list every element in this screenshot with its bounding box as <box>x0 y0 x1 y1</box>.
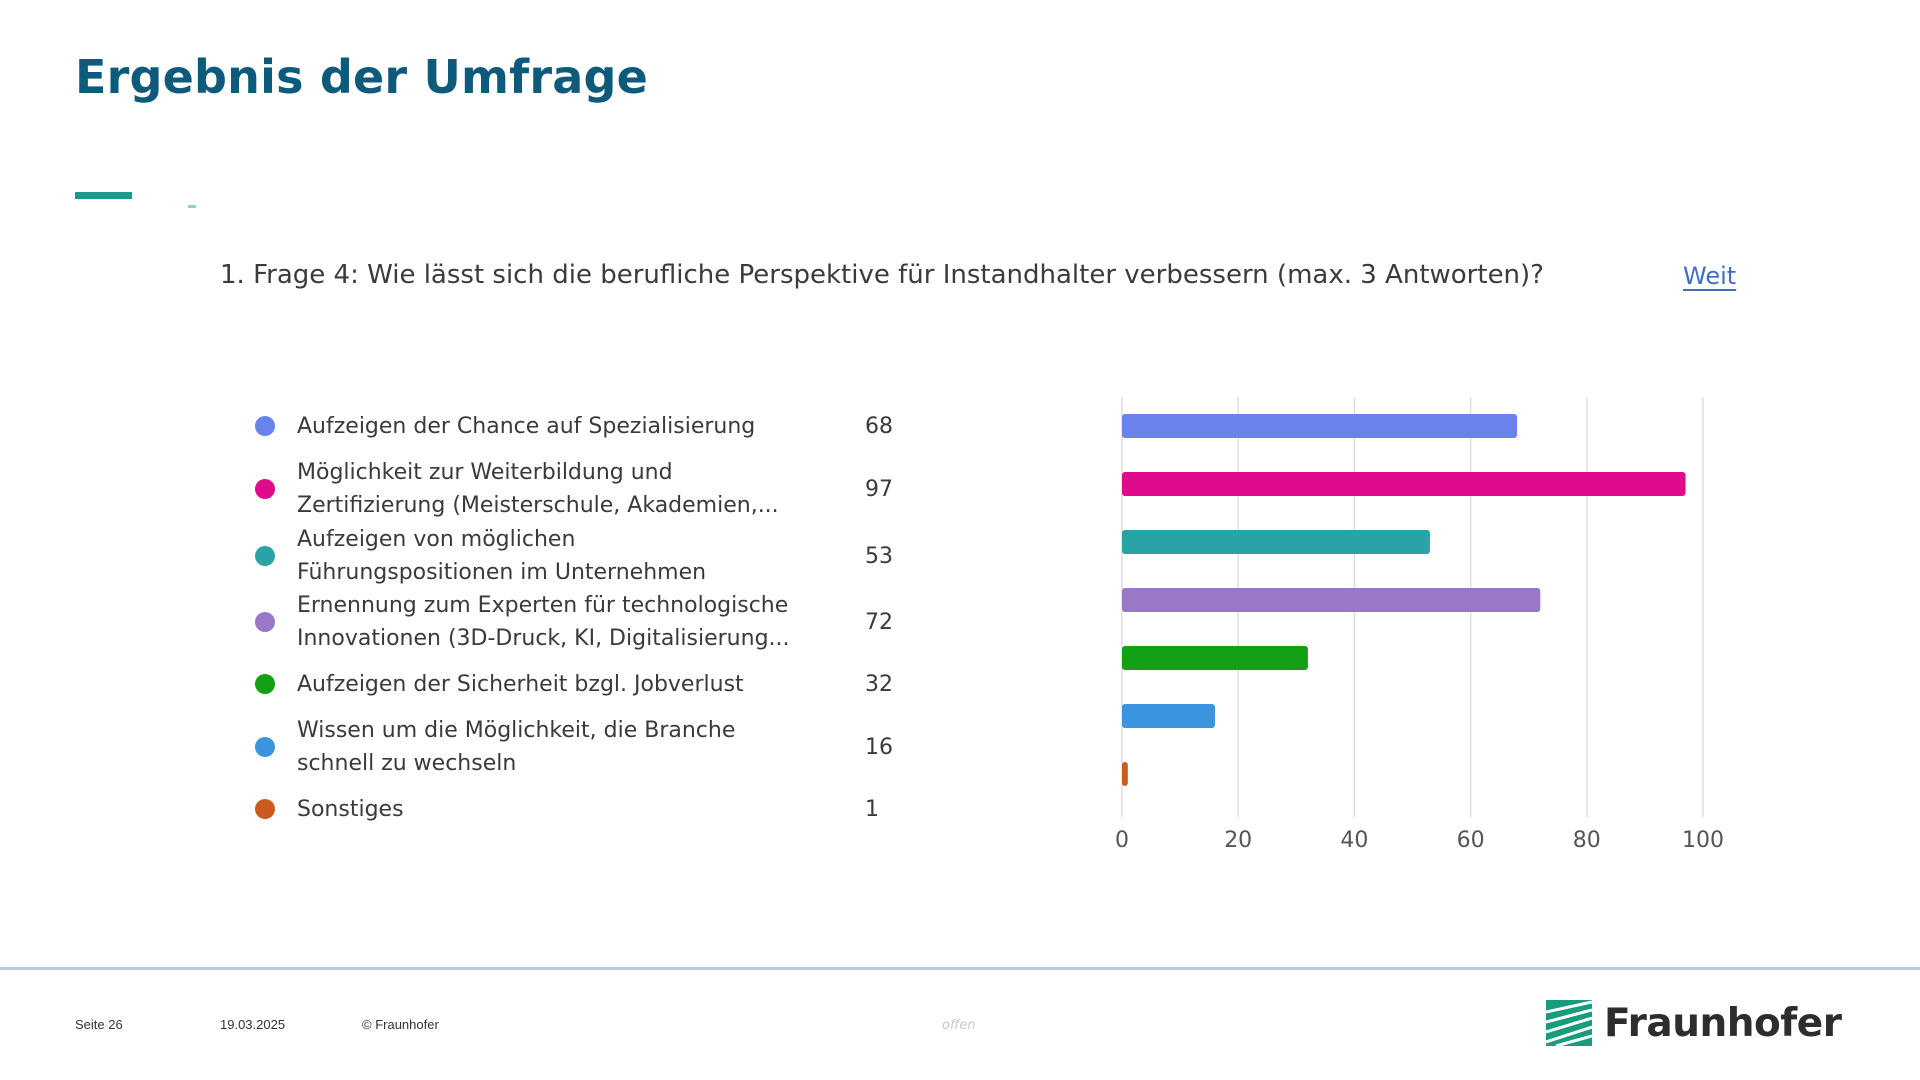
bar-chart: 0 20 40 60 80 100 <box>1115 397 1724 853</box>
footer-page-number: Seite 26 <box>75 1017 123 1032</box>
legend-item: Aufzeigen der Chance auf Spezialisierung… <box>255 410 905 443</box>
legend-item: Möglichkeit zur Weiterbildung und Zertifi… <box>255 456 905 522</box>
legend-count: 32 <box>865 671 893 697</box>
x-tick-label: 100 <box>1682 828 1724 853</box>
legend-color-dot <box>255 416 275 436</box>
legend-label: Sonstiges <box>297 793 817 826</box>
more-details-link[interactable]: Weit <box>1683 262 1737 290</box>
bar <box>1122 704 1215 728</box>
legend-color-dot <box>255 799 275 819</box>
legend-label-line: Möglichkeit zur Weiterbildung und <box>297 460 673 485</box>
legend-color-dot <box>255 546 275 566</box>
legend-count: 16 <box>865 734 893 760</box>
title-accent-tick <box>188 205 196 208</box>
x-tick-label: 60 <box>1457 828 1485 853</box>
legend-label-line: Innovationen (3D-Druck, KI, Digitalisier… <box>297 626 790 651</box>
x-tick-label: 80 <box>1573 828 1601 853</box>
legend-label: Wissen um die Möglichkeit, die Branche sc… <box>297 714 817 780</box>
fraunhofer-logo-text: Fraunhofer <box>1604 1000 1842 1046</box>
footer-divider <box>0 967 1920 970</box>
bar <box>1122 472 1686 496</box>
legend-label-line: Zertifizierung (Meisterschule, Akademien… <box>297 493 779 518</box>
legend-item: Wissen um die Möglichkeit, die Branche sc… <box>255 714 905 780</box>
bar <box>1122 762 1128 786</box>
legend-label-line: Aufzeigen der Chance auf Spezialisierung <box>297 413 756 439</box>
legend-label-line: Führungspositionen im Unternehmen <box>297 560 707 585</box>
footer-date: 19.03.2025 <box>220 1017 286 1032</box>
legend-count: 97 <box>865 476 893 502</box>
legend-label-line: Aufzeigen von möglichen <box>297 527 576 552</box>
fraunhofer-logo-icon <box>1546 1000 1592 1046</box>
title-accent-bar <box>75 192 132 199</box>
legend-label: Aufzeigen von möglichen Führungspositione… <box>297 523 817 589</box>
legend-label-line: Aufzeigen der Sicherheit bzgl. Jobverlus… <box>297 671 744 697</box>
legend-count: 1 <box>865 796 879 822</box>
legend-count: 53 <box>865 543 893 569</box>
legend-item: Sonstiges 1 <box>255 793 905 826</box>
legend-label: Möglichkeit zur Weiterbildung und Zertifi… <box>297 456 817 522</box>
legend-item: Ernennung zum Experten für technologisch… <box>255 589 905 655</box>
legend-label: Ernennung zum Experten für technologisch… <box>297 589 817 655</box>
bar <box>1122 646 1308 670</box>
bar <box>1122 530 1430 554</box>
legend-label-line: Sonstiges <box>297 796 404 822</box>
legend-label: Aufzeigen der Sicherheit bzgl. Jobverlus… <box>297 668 817 701</box>
x-tick-label: 0 <box>1115 828 1129 853</box>
legend-count: 72 <box>865 609 893 635</box>
legend-item: Aufzeigen der Sicherheit bzgl. Jobverlus… <box>255 668 905 701</box>
legend-label-line: Ernennung zum Experten für technologisch… <box>297 593 789 618</box>
legend-color-dot <box>255 612 275 632</box>
slide-title: Ergebnis der Umfrage <box>75 50 649 104</box>
fraunhofer-logo: Fraunhofer <box>1546 1000 1842 1046</box>
legend-label-line: Wissen um die Möglichkeit, die Branche <box>297 718 736 743</box>
legend-item: Aufzeigen von möglichen Führungspositione… <box>255 523 905 589</box>
footer-copyright: © Fraunhofer <box>362 1017 439 1032</box>
legend-color-dot <box>255 737 275 757</box>
legend-color-dot <box>255 479 275 499</box>
x-tick-label: 20 <box>1224 828 1252 853</box>
bar <box>1122 588 1541 612</box>
classification-label: offen <box>942 1018 976 1033</box>
legend-color-dot <box>255 674 275 694</box>
bar <box>1122 414 1518 438</box>
x-tick-label: 40 <box>1340 828 1368 853</box>
legend-label: Aufzeigen der Chance auf Spezialisierung <box>297 410 817 443</box>
legend-label-line: schnell zu wechseln <box>297 751 517 776</box>
legend-count: 68 <box>865 413 893 439</box>
question-text: 1. Frage 4: Wie lässt sich die beruflich… <box>220 260 1544 290</box>
